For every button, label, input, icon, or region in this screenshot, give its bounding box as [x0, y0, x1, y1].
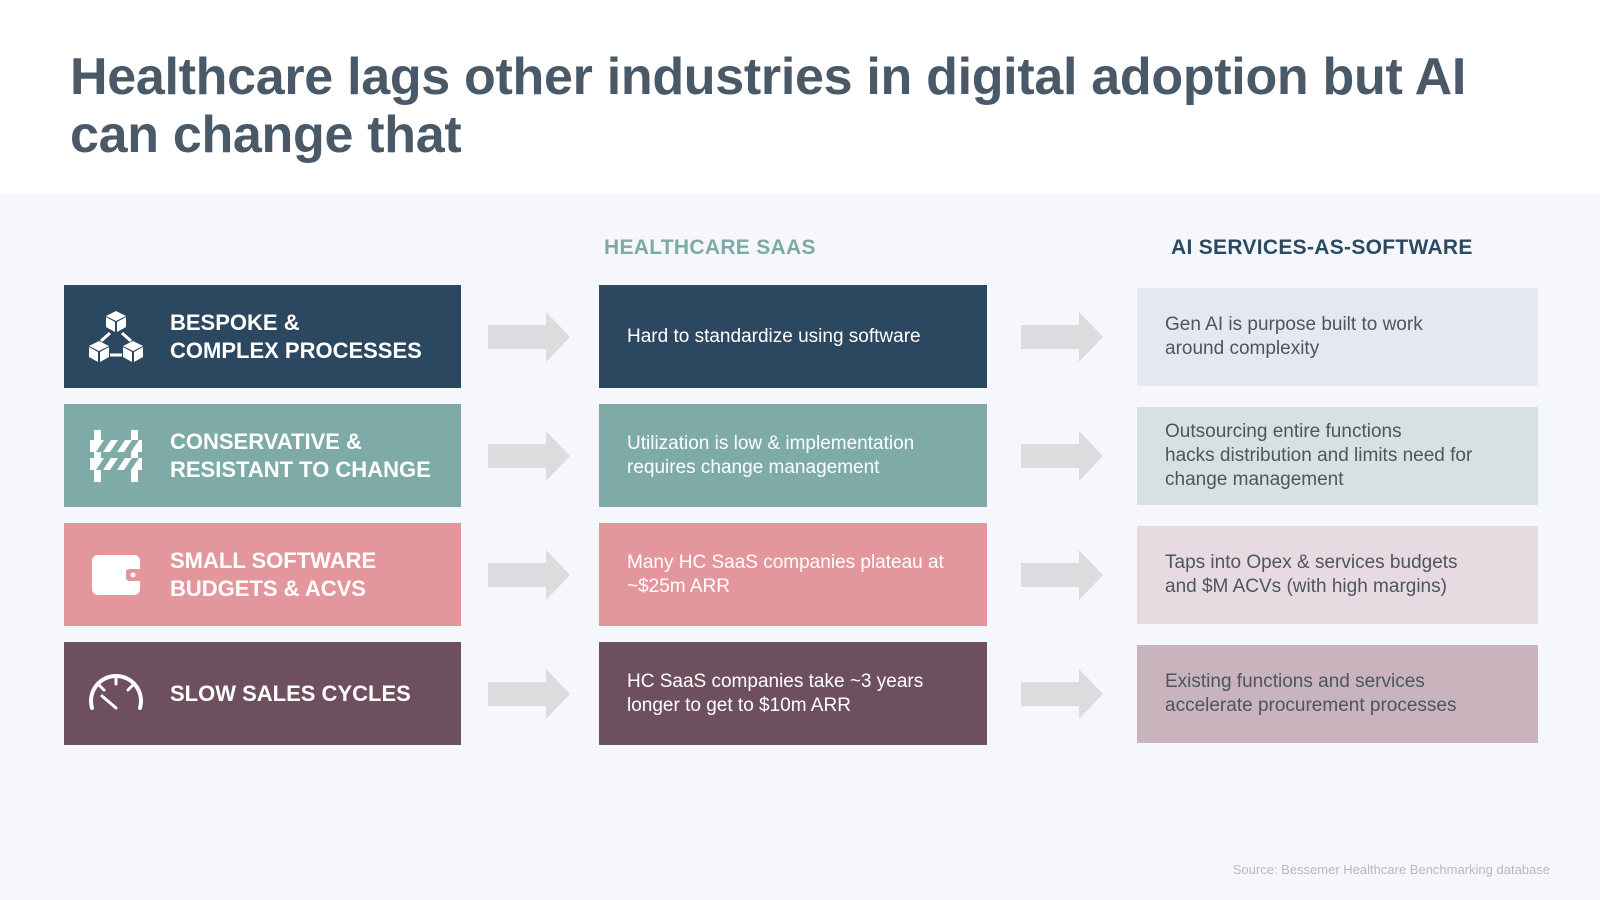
ai-text: Taps into Opex & services budgets and $M… [1165, 552, 1458, 597]
slide-title: Healthcare lags other industries in digi… [70, 48, 1467, 164]
category-label: SMALL SOFTWARE BUDGETS & ACVS [170, 547, 377, 601]
arrow-icon [488, 669, 570, 719]
saas-text: Utilization is low & implementation requ… [627, 432, 915, 478]
cubes-network-icon [86, 307, 146, 367]
column-header-ai-services: AI SERVICES-AS-SOFTWARE [1171, 236, 1473, 259]
saas-box-sales-cycles: HC SaaS companies take ~3 years longer t… [599, 642, 987, 745]
arrow-icon [1021, 669, 1103, 719]
ai-box-sales-cycles: Existing functions and services accelera… [1137, 645, 1538, 743]
ai-box-budgets: Taps into Opex & services budgets and $M… [1137, 526, 1538, 624]
arrow-icon [488, 431, 570, 481]
speedometer-icon [86, 664, 146, 724]
column-header-healthcare-saas: HEALTHCARE SAAS [604, 236, 816, 259]
ai-text: Existing functions and services accelera… [1165, 671, 1457, 716]
saas-box-conservative: Utilization is low & implementation requ… [599, 404, 987, 507]
arrow-icon [1021, 431, 1103, 481]
category-box-sales-cycles: SLOW SALES CYCLES [64, 642, 461, 745]
wallet-icon [86, 545, 146, 605]
ai-text: Gen AI is purpose built to work around c… [1165, 314, 1423, 359]
saas-text: Many HC SaaS companies plateau at ~$25m … [627, 551, 944, 597]
ai-box-conservative: Outsourcing entire functions hacks distr… [1137, 407, 1538, 505]
category-box-bespoke: BESPOKE & COMPLEX PROCESSES [64, 285, 461, 388]
category-label: BESPOKE & COMPLEX PROCESSES [170, 309, 422, 363]
ai-text: Outsourcing entire functions hacks distr… [1165, 421, 1473, 490]
category-label: SLOW SALES CYCLES [170, 680, 411, 706]
barricade-icon [86, 426, 146, 486]
source-note: Source: Bessemer Healthcare Benchmarking… [1232, 862, 1550, 877]
ai-box-bespoke: Gen AI is purpose built to work around c… [1137, 288, 1538, 386]
saas-text: Hard to standardize using software [627, 325, 921, 347]
category-label: CONSERVATIVE & RESISTANT TO CHANGE [170, 428, 431, 482]
arrow-icon [1021, 550, 1103, 600]
saas-text: HC SaaS companies take ~3 years longer t… [627, 670, 924, 716]
saas-box-budgets: Many HC SaaS companies plateau at ~$25m … [599, 523, 987, 626]
category-box-budgets: SMALL SOFTWARE BUDGETS & ACVS [64, 523, 461, 626]
arrow-icon [1021, 312, 1103, 362]
arrow-icon [488, 550, 570, 600]
arrow-icon [488, 312, 570, 362]
category-box-conservative: CONSERVATIVE & RESISTANT TO CHANGE [64, 404, 461, 507]
saas-box-bespoke: Hard to standardize using software [599, 285, 987, 388]
